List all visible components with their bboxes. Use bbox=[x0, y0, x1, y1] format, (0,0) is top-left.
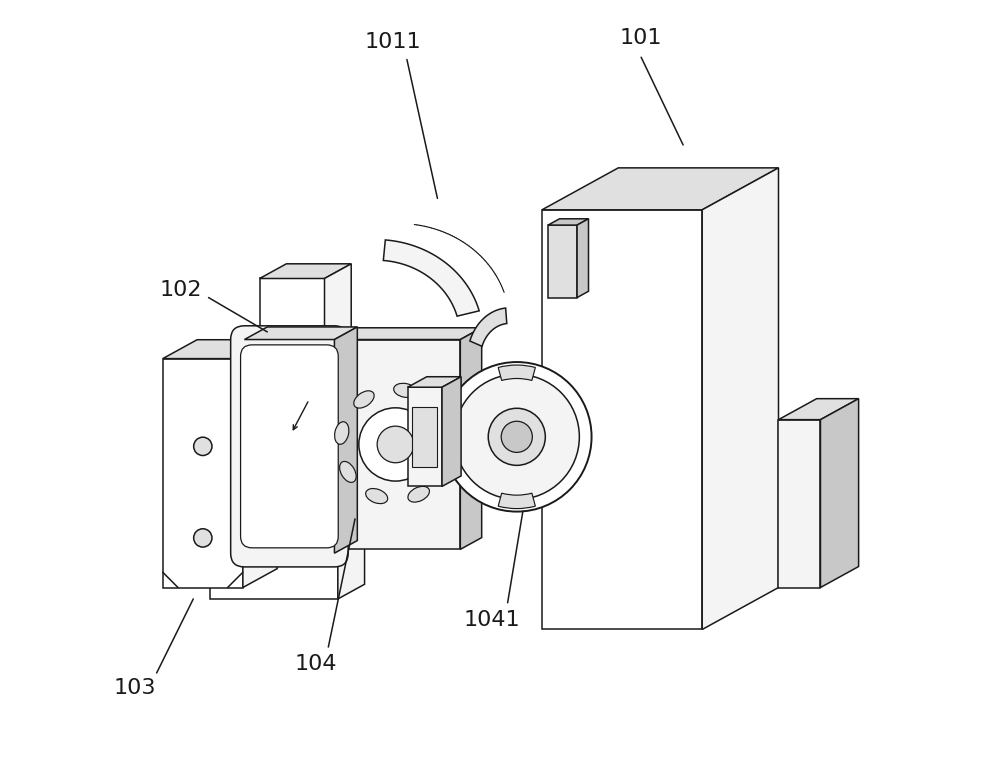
Circle shape bbox=[501, 421, 532, 452]
Text: 102: 102 bbox=[160, 280, 202, 300]
Circle shape bbox=[442, 362, 592, 511]
Circle shape bbox=[377, 426, 414, 462]
Polygon shape bbox=[408, 388, 442, 487]
Wedge shape bbox=[498, 493, 535, 509]
Text: 101: 101 bbox=[620, 28, 662, 48]
Polygon shape bbox=[442, 377, 461, 487]
Polygon shape bbox=[778, 399, 859, 420]
Polygon shape bbox=[412, 407, 437, 466]
Ellipse shape bbox=[421, 393, 441, 411]
Polygon shape bbox=[338, 516, 365, 599]
Text: 103: 103 bbox=[114, 678, 157, 698]
Polygon shape bbox=[460, 328, 482, 549]
Ellipse shape bbox=[335, 422, 349, 444]
Polygon shape bbox=[542, 168, 778, 210]
Circle shape bbox=[359, 407, 432, 481]
Polygon shape bbox=[163, 340, 277, 359]
Wedge shape bbox=[498, 365, 535, 381]
Polygon shape bbox=[260, 264, 351, 278]
Polygon shape bbox=[210, 530, 338, 599]
Polygon shape bbox=[243, 340, 277, 588]
Circle shape bbox=[488, 408, 545, 465]
Polygon shape bbox=[577, 219, 589, 298]
Polygon shape bbox=[351, 406, 588, 431]
FancyBboxPatch shape bbox=[231, 326, 348, 567]
Polygon shape bbox=[470, 308, 507, 346]
Circle shape bbox=[194, 529, 212, 547]
Circle shape bbox=[454, 375, 579, 499]
Polygon shape bbox=[383, 240, 479, 316]
Polygon shape bbox=[548, 225, 577, 298]
Polygon shape bbox=[210, 516, 365, 530]
Ellipse shape bbox=[394, 383, 416, 398]
Polygon shape bbox=[702, 168, 778, 629]
Text: 104: 104 bbox=[294, 654, 337, 674]
Polygon shape bbox=[244, 327, 357, 340]
Polygon shape bbox=[331, 340, 460, 549]
Polygon shape bbox=[778, 420, 820, 588]
Polygon shape bbox=[820, 399, 859, 588]
Text: 1011: 1011 bbox=[365, 32, 421, 52]
FancyBboxPatch shape bbox=[241, 345, 338, 548]
Polygon shape bbox=[408, 377, 461, 388]
Polygon shape bbox=[331, 328, 482, 340]
Polygon shape bbox=[325, 264, 351, 538]
Text: 1041: 1041 bbox=[464, 610, 521, 629]
Polygon shape bbox=[260, 278, 325, 538]
Ellipse shape bbox=[366, 488, 388, 504]
Circle shape bbox=[194, 437, 212, 456]
Ellipse shape bbox=[340, 462, 356, 482]
Polygon shape bbox=[542, 210, 702, 629]
Polygon shape bbox=[334, 327, 357, 553]
Polygon shape bbox=[351, 431, 542, 496]
Ellipse shape bbox=[354, 391, 374, 408]
Polygon shape bbox=[163, 359, 243, 588]
Polygon shape bbox=[548, 219, 589, 225]
Ellipse shape bbox=[440, 452, 455, 475]
Ellipse shape bbox=[408, 486, 429, 502]
